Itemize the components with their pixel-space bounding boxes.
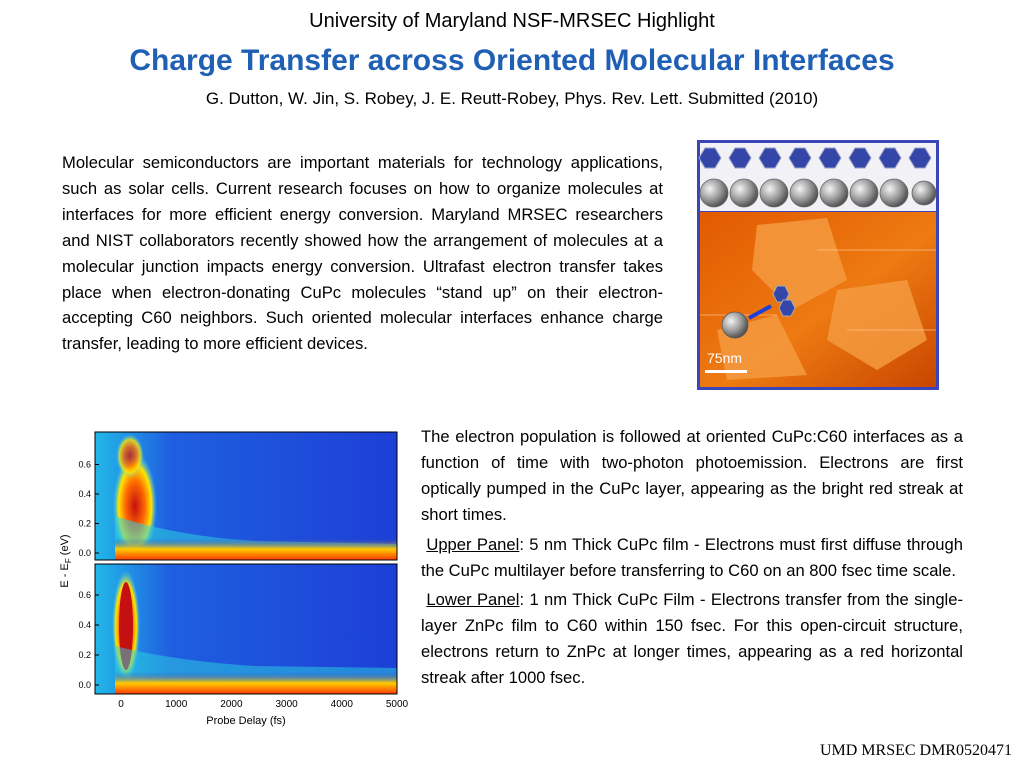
y-tick-label-lower: 0.0 [78, 680, 91, 690]
lower-panel-label: Lower Panel [426, 590, 520, 610]
y-tick-label-lower: 0.2 [78, 650, 91, 660]
y-tick-label-upper: 0.2 [78, 519, 91, 529]
y-tick-label-upper: 0.0 [78, 548, 91, 558]
upper-panel [95, 432, 397, 560]
y-tick-label-lower: 0.6 [78, 590, 91, 600]
explanation-intro: The electron population is followed at o… [421, 427, 963, 524]
y-axis-label: E - EF (eV) [59, 534, 73, 587]
x-tick-label: 2000 [220, 699, 243, 710]
x-axis-label: Probe Delay (fs) [206, 715, 285, 727]
upper-panel-description: Upper Panel: 5 nm Thick CuPc film - Elec… [421, 534, 963, 580]
intro-paragraph: Molecular semiconductors are important m… [62, 153, 663, 354]
lower-panel-description: Lower Panel: 1 nm Thick CuPc Film - Elec… [421, 590, 963, 688]
x-tick-label: 5000 [386, 699, 409, 710]
explanation-text: The electron population is followed at o… [421, 424, 963, 695]
slide-title: Charge Transfer across Oriented Molecula… [129, 44, 895, 77]
lower-panel [95, 564, 397, 694]
grant-number: UMD MRSEC DMR0520471 [819, 742, 1012, 759]
upper-panel-label: Upper Panel [426, 534, 520, 554]
x-tick-label: 3000 [275, 699, 298, 710]
scale-label: 75nm [707, 350, 742, 366]
y-tick-label-upper: 0.4 [78, 489, 91, 499]
x-tick-label: 0 [118, 699, 124, 710]
y-tick-label-upper: 0.6 [78, 460, 91, 470]
x-tick-label: 1000 [165, 699, 188, 710]
afm-image: 75nm [697, 140, 939, 390]
2ppe-heatmap-figure: 0.0 0.2 0.4 0.6 0.0 0.2 0.4 0.6 0 1000 2000 3000 4… [59, 431, 409, 727]
scale-bar [705, 370, 747, 373]
y-tick-label-lower: 0.4 [78, 620, 91, 630]
c60-molecule-row [699, 178, 937, 208]
highlight-header: University of Maryland NSF-MRSEC Highlig… [309, 10, 715, 32]
cupc-molecule-row [698, 147, 932, 169]
citation: G. Dutton, W. Jin, S. Robey, J. E. Reutt… [205, 89, 819, 108]
x-tick-label: 4000 [331, 699, 354, 710]
molecule-pair-inset [721, 285, 796, 339]
